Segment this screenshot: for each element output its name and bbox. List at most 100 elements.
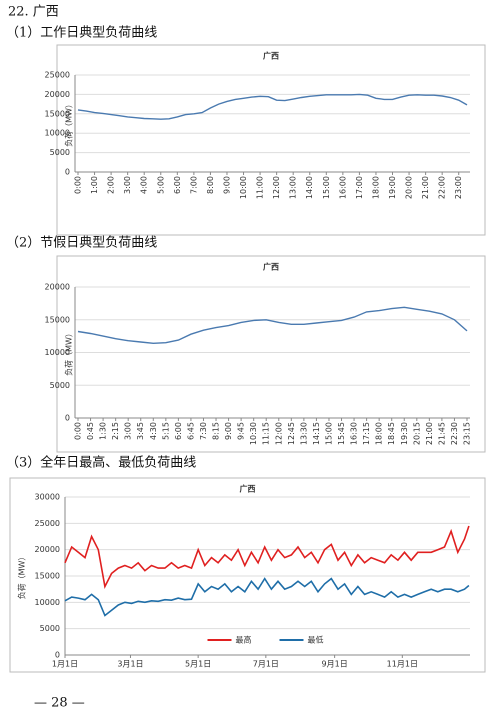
x-tick-label: 4:30 [149, 422, 158, 440]
x-tick-label: 11月1日 [387, 660, 418, 669]
chart-title: 广西 [240, 484, 256, 494]
x-tick-label: 2:00 [107, 176, 116, 194]
x-tick-label: 7:00 [189, 176, 198, 194]
y-tick-label: 5000 [40, 624, 60, 633]
x-tick-label: 3:00 [123, 176, 132, 194]
x-tick-label: 1月1日 [52, 660, 78, 669]
y-tick-label: 25000 [35, 519, 60, 528]
x-tick-label: 15:00 [324, 422, 333, 445]
x-tick-label: 6:00 [174, 422, 183, 440]
x-tick-label: 2:15 [111, 422, 120, 440]
x-tick-label: 5:15 [161, 422, 170, 440]
y-axis-label: 负荷（MW） [17, 553, 27, 600]
data-line [64, 577, 470, 617]
x-tick-label: 9:00 [222, 176, 231, 194]
data-line [64, 525, 470, 589]
x-tick-label: 10:00 [239, 176, 248, 199]
x-tick-label: 23:15 [463, 422, 472, 445]
x-tick-label: 13:00 [289, 176, 298, 199]
x-tick-label: 17:15 [362, 422, 371, 445]
x-tick-label: 7月1日 [253, 660, 279, 669]
x-tick-label: 9:00 [224, 422, 233, 440]
y-tick-label: 10000 [45, 129, 70, 138]
data-line [77, 93, 468, 120]
caption: （3）全年日最高、最低负荷曲线 [6, 455, 196, 471]
y-tick-label: 10000 [35, 598, 60, 607]
x-tick-label: 15:00 [322, 176, 331, 199]
chart-frame [9, 477, 486, 673]
x-tick-label: 9月1日 [322, 660, 348, 669]
y-tick-label: 15000 [45, 109, 70, 118]
x-tick-label: 18:00 [371, 176, 380, 199]
x-tick-label: 16:00 [338, 176, 347, 199]
y-tick-label: 20000 [35, 545, 60, 554]
y-tick-label: 0 [55, 651, 60, 660]
y-tick-label: 5000 [50, 381, 70, 390]
x-tick-label: 1:00 [90, 176, 99, 194]
x-tick-label: 13:30 [299, 422, 308, 445]
x-tick-label: 3:00 [124, 422, 133, 440]
x-tick-label: 6:45 [186, 422, 195, 440]
y-tick-label: 15000 [35, 572, 60, 581]
x-tick-label: 12:45 [287, 422, 296, 445]
legend-label: 最高 [236, 635, 252, 645]
x-tick-label: 20:15 [412, 422, 421, 445]
y-tick-label: 20000 [45, 90, 70, 99]
x-tick-label: 1:30 [99, 422, 108, 440]
legend-label: 最低 [308, 635, 324, 645]
x-tick-label: 12:00 [272, 176, 281, 199]
x-tick-label: 7:30 [199, 422, 208, 440]
x-tick-label: 14:15 [312, 422, 321, 445]
chart-frame [56, 44, 486, 236]
x-tick-label: 15:45 [337, 422, 346, 445]
x-tick-label: 3月1日 [117, 660, 143, 669]
x-tick-label: 11:15 [262, 422, 271, 445]
x-tick-label: 11:00 [256, 176, 265, 199]
x-tick-label: 10:30 [249, 422, 258, 445]
y-tick-label: 5000 [50, 148, 70, 157]
y-tick-label: 30000 [35, 493, 60, 502]
x-tick-label: 8:15 [212, 422, 221, 440]
heading: 22. 广西 [8, 5, 59, 20]
x-tick-label: 23:00 [454, 176, 463, 199]
x-tick-label: 9:45 [237, 422, 246, 440]
x-tick-label: 0:45 [86, 422, 95, 440]
x-tick-label: 21:00 [421, 176, 430, 199]
x-tick-label: 18:00 [375, 422, 384, 445]
x-tick-label: 4:00 [140, 176, 149, 194]
x-tick-label: 18:45 [387, 422, 396, 445]
chart-title: 广西 [263, 262, 279, 272]
x-tick-label: 3:45 [136, 422, 145, 440]
x-tick-label: 19:30 [400, 422, 409, 445]
x-tick-label: 22:30 [450, 422, 459, 445]
chart-title: 广西 [263, 51, 279, 61]
y-tick-label: 25000 [45, 71, 70, 80]
y-tick-label: 0 [65, 168, 70, 177]
y-tick-label: 15000 [45, 315, 70, 324]
x-tick-label: 21:00 [425, 422, 434, 445]
x-tick-label: 6:00 [173, 176, 182, 194]
x-tick-label: 0:00 [74, 176, 83, 194]
x-tick-label: 20:00 [405, 176, 414, 199]
y-tick-label: 20000 [45, 283, 70, 292]
y-axis-label: 负荷（MW） [64, 100, 74, 147]
x-tick-label: 17:00 [355, 176, 364, 199]
y-tick-label: 10000 [45, 348, 70, 357]
y-axis-label: 负荷（MW） [64, 329, 74, 376]
x-tick-label: 12:00 [274, 422, 283, 445]
y-tick-label: 0 [65, 414, 70, 423]
x-tick-label: 16:30 [350, 422, 359, 445]
caption: （2）节假日典型负荷曲线 [6, 236, 157, 251]
data-line [77, 306, 468, 345]
x-tick-label: 8:00 [206, 176, 215, 194]
x-tick-label: 5月1日 [185, 660, 211, 669]
caption: （1）工作日典型负荷曲线 [6, 26, 157, 41]
x-tick-label: 19:00 [388, 176, 397, 199]
page-number: — 28 — [34, 696, 85, 711]
x-tick-label: 5:00 [156, 176, 165, 194]
x-tick-label: 21:45 [437, 422, 446, 445]
x-tick-label: 0:00 [74, 422, 83, 440]
x-tick-label: 22:00 [438, 176, 447, 199]
